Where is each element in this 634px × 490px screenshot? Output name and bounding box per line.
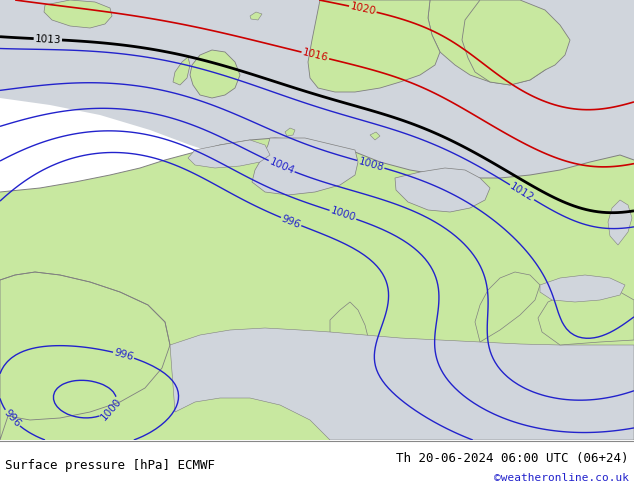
Polygon shape <box>190 50 240 98</box>
Polygon shape <box>395 168 490 212</box>
Polygon shape <box>0 138 634 440</box>
Text: 1000: 1000 <box>329 206 357 223</box>
Text: 1004: 1004 <box>268 157 295 176</box>
Polygon shape <box>44 0 112 28</box>
Text: ©weatheronline.co.uk: ©weatheronline.co.uk <box>494 473 629 483</box>
Text: 996: 996 <box>1 408 22 429</box>
Polygon shape <box>475 272 540 342</box>
Text: 996: 996 <box>280 213 302 230</box>
Polygon shape <box>173 57 190 85</box>
Text: Th 20-06-2024 06:00 UTC (06+24): Th 20-06-2024 06:00 UTC (06+24) <box>396 451 629 465</box>
Polygon shape <box>538 288 634 345</box>
Polygon shape <box>0 272 170 440</box>
Text: 1016: 1016 <box>301 48 329 63</box>
Polygon shape <box>330 302 370 440</box>
Text: 1013: 1013 <box>34 34 61 45</box>
Polygon shape <box>252 138 358 195</box>
Polygon shape <box>428 0 555 85</box>
Polygon shape <box>0 0 634 192</box>
Polygon shape <box>462 0 570 85</box>
Polygon shape <box>250 12 262 20</box>
Text: 996: 996 <box>113 347 134 363</box>
Text: 1012: 1012 <box>508 181 536 203</box>
Polygon shape <box>285 128 295 136</box>
Polygon shape <box>330 62 360 88</box>
Polygon shape <box>188 140 270 168</box>
Polygon shape <box>540 275 625 302</box>
Text: 1020: 1020 <box>349 1 377 17</box>
Polygon shape <box>308 0 440 92</box>
Polygon shape <box>170 328 634 440</box>
Text: 1008: 1008 <box>357 156 385 172</box>
Text: 1000: 1000 <box>100 396 124 422</box>
Text: Surface pressure [hPa] ECMWF: Surface pressure [hPa] ECMWF <box>5 459 215 471</box>
Polygon shape <box>370 132 380 140</box>
Polygon shape <box>608 200 632 245</box>
